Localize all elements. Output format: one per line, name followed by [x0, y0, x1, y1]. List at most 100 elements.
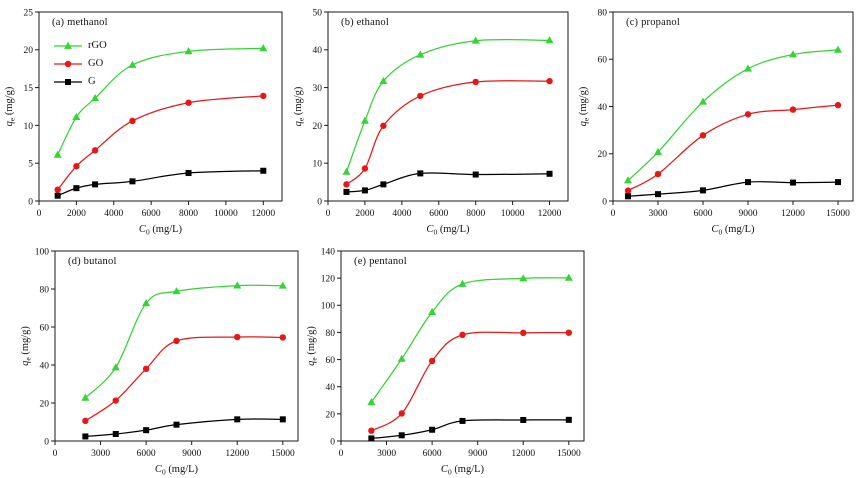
chart-canvas-d: 0 3000 6000 9000 12000 15000 0 20 40 60 80 100 C0 (m…: [20, 247, 299, 477]
marker-square: [173, 421, 180, 428]
y-tick-label: 60: [598, 56, 608, 66]
y-tick-label: 60: [40, 323, 50, 333]
marker-triangle: [744, 64, 752, 72]
x-tick-label: 0: [611, 209, 616, 219]
series-line-rGO: [627, 49, 839, 181]
legend: rGO GO G: [53, 39, 107, 88]
y-tick-label: 30: [313, 84, 323, 94]
chart-title: (b) ethanol: [341, 17, 389, 28]
marker-circle: [546, 77, 553, 85]
y-axis-label: qe (mg/g): [293, 86, 306, 126]
x-tick-label: 12000: [781, 209, 805, 219]
x-tick-label: 3000: [649, 209, 668, 219]
x-tick-label: 8000: [466, 209, 485, 219]
marker-square: [380, 181, 387, 188]
series-line-GO: [57, 95, 264, 191]
legend-label: GO: [88, 58, 104, 69]
series-line-G: [57, 170, 264, 197]
x-tick-label: 15000: [826, 209, 850, 219]
y-tick-label: 80: [598, 8, 608, 18]
marker-circle: [185, 99, 192, 106]
legend-marker-triangle-icon: [54, 41, 82, 49]
marker-triangle: [360, 116, 369, 124]
marker-circle: [417, 92, 424, 100]
y-tick-label: 40: [326, 383, 336, 393]
y-tick-label: 20: [598, 150, 608, 160]
chart-title: (e) pentanol: [354, 256, 407, 267]
marker-square: [835, 179, 841, 186]
marker-square: [82, 433, 89, 440]
x-tick-label: 4000: [392, 209, 411, 219]
marker-circle: [279, 334, 287, 341]
marker-square: [279, 416, 286, 423]
marker-square: [234, 416, 241, 423]
marker-square: [417, 170, 424, 177]
y-tick-label: 40: [313, 46, 323, 56]
y-tick-label: 20: [40, 399, 50, 409]
legend-item-rgo: rGO: [53, 39, 107, 52]
x-tick-label: 6000: [137, 449, 156, 459]
series-line-rGO: [84, 284, 283, 399]
marker-circle: [54, 186, 61, 193]
x-tick-label: 0: [53, 449, 58, 459]
plot-frame: [54, 250, 299, 442]
plot-frame: [38, 11, 283, 202]
series-line-rGO: [345, 38, 550, 173]
marker-triangle: [184, 47, 193, 55]
marker-circle: [398, 410, 405, 417]
y-tick-label: 40: [598, 103, 608, 113]
marker-square: [92, 181, 99, 188]
x-tick-label: 9000: [182, 449, 201, 459]
marker-triangle: [654, 147, 662, 155]
marker-square: [459, 417, 466, 424]
marker-triangle: [91, 93, 100, 102]
x-tick-label: 4000: [104, 209, 123, 219]
x-tick-label: 10000: [214, 209, 238, 219]
marker-square: [129, 178, 136, 185]
marker-triangle: [428, 307, 437, 315]
x-tick-label: 6000: [429, 209, 448, 219]
series-line-G: [627, 181, 839, 197]
marker-circle: [744, 111, 752, 118]
x-tick-label: 15000: [557, 449, 581, 459]
y-tick-label: 80: [40, 285, 50, 295]
marker-circle: [834, 101, 842, 109]
marker-triangle: [834, 45, 842, 53]
x-axis-label: C0 (mg/L): [711, 224, 755, 237]
chart-panel-methanol: 0 2000 4000 6000 8000 10000 12000 0 5 10 15 20 25 C0 …: [2, 1, 289, 237]
y-tick-label: 80: [326, 329, 336, 339]
x-tick-label: 0: [37, 209, 42, 219]
marker-triangle: [416, 50, 425, 58]
marker-triangle: [342, 167, 351, 175]
marker-circle: [368, 427, 375, 434]
y-tick-label: 0: [317, 197, 322, 207]
marker-circle: [234, 333, 241, 341]
marker-square: [520, 416, 527, 423]
marker-triangle: [545, 36, 554, 44]
x-tick-label: 8000: [179, 209, 198, 219]
chart-canvas-e: 0 3000 6000 9000 12000 15000 0 20 40 60 80 100 120 14…: [306, 247, 585, 477]
x-tick-label: 6000: [142, 209, 161, 219]
marker-square: [54, 192, 61, 199]
marker-circle: [91, 147, 99, 154]
marker-circle: [459, 331, 466, 339]
y-tick-label: 15: [24, 84, 34, 94]
x-tick-label: 10000: [501, 209, 525, 219]
y-tick-label: 100: [321, 302, 336, 312]
x-tick-label: 9000: [468, 449, 487, 459]
marker-square: [65, 78, 71, 85]
y-tick-label: 100: [35, 247, 50, 257]
marker-circle: [428, 357, 436, 365]
y-tick-label: 0: [28, 197, 33, 207]
x-tick-label: 0: [339, 449, 344, 459]
marker-triangle: [564, 273, 573, 281]
marker-circle: [624, 187, 632, 194]
legend-label: rGO: [88, 40, 107, 51]
y-tick-label: 60: [326, 356, 336, 366]
marker-square: [700, 187, 706, 194]
marker-square: [565, 416, 572, 423]
chart-canvas-b: 0 2000 4000 6000 8000 10000 12000 0 10 20 30 40 50 C0…: [293, 8, 569, 237]
marker-circle: [565, 329, 573, 336]
legend-item-g: G: [53, 75, 107, 88]
y-tick-label: 0: [44, 437, 49, 447]
